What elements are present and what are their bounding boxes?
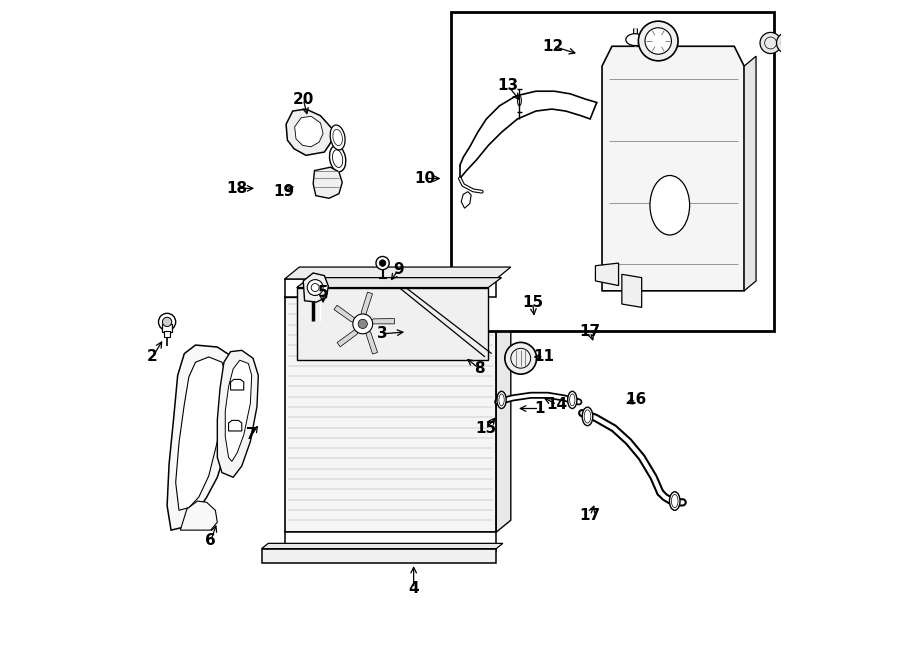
Circle shape (379, 260, 386, 266)
Ellipse shape (497, 391, 506, 408)
Polygon shape (622, 274, 642, 307)
Polygon shape (262, 543, 503, 549)
Text: 6: 6 (205, 533, 216, 548)
Bar (451, 12, 774, 330)
Circle shape (505, 342, 536, 374)
Circle shape (158, 313, 176, 330)
Ellipse shape (626, 34, 644, 46)
Polygon shape (313, 167, 342, 198)
Bar (262, 549, 496, 563)
Polygon shape (230, 379, 244, 390)
Text: 13: 13 (498, 79, 518, 93)
Bar (164, 330, 170, 337)
Text: 20: 20 (292, 92, 314, 106)
Polygon shape (176, 357, 227, 510)
Text: 2: 2 (148, 350, 157, 364)
Bar (163, 324, 172, 332)
Text: 11: 11 (534, 350, 554, 364)
Polygon shape (284, 286, 511, 297)
Polygon shape (180, 501, 217, 530)
Text: 1: 1 (534, 401, 544, 416)
Polygon shape (596, 263, 618, 286)
Circle shape (760, 32, 781, 54)
Circle shape (376, 256, 389, 270)
Polygon shape (363, 319, 394, 324)
Circle shape (353, 314, 373, 334)
Text: 19: 19 (273, 184, 294, 199)
Polygon shape (294, 116, 323, 147)
Text: 12: 12 (543, 39, 563, 54)
Bar (284, 532, 496, 551)
Polygon shape (229, 420, 242, 431)
Circle shape (163, 317, 172, 327)
Circle shape (777, 32, 797, 54)
Circle shape (645, 28, 671, 54)
Text: 17: 17 (580, 508, 600, 523)
Text: 15: 15 (476, 421, 497, 436)
Polygon shape (496, 286, 511, 532)
Polygon shape (338, 324, 363, 347)
Text: 5: 5 (318, 285, 328, 299)
Text: 15: 15 (522, 295, 544, 310)
Polygon shape (297, 288, 489, 360)
Polygon shape (334, 305, 363, 324)
Polygon shape (286, 109, 332, 155)
Ellipse shape (650, 175, 689, 235)
Ellipse shape (330, 125, 345, 150)
Text: 17: 17 (580, 325, 600, 339)
Polygon shape (284, 267, 511, 279)
Polygon shape (744, 56, 756, 291)
Text: 3: 3 (377, 327, 388, 341)
Circle shape (638, 21, 678, 61)
Polygon shape (303, 273, 328, 302)
Text: 7: 7 (247, 428, 257, 442)
Polygon shape (363, 324, 378, 354)
Text: 10: 10 (414, 171, 436, 186)
Polygon shape (602, 46, 744, 291)
Text: 9: 9 (393, 262, 404, 277)
Bar (284, 297, 496, 532)
Text: 16: 16 (626, 393, 647, 407)
Ellipse shape (582, 407, 593, 426)
Bar (284, 279, 496, 297)
Ellipse shape (670, 492, 680, 510)
Text: 8: 8 (474, 362, 485, 376)
Polygon shape (225, 360, 252, 461)
Circle shape (307, 280, 323, 295)
Ellipse shape (568, 391, 577, 408)
Text: 18: 18 (227, 181, 248, 196)
Polygon shape (297, 278, 501, 288)
Polygon shape (361, 292, 373, 324)
Ellipse shape (329, 145, 346, 172)
Text: 4: 4 (409, 581, 419, 596)
Circle shape (358, 319, 367, 329)
Polygon shape (217, 350, 258, 477)
Text: 14: 14 (546, 397, 568, 412)
Polygon shape (167, 345, 238, 530)
